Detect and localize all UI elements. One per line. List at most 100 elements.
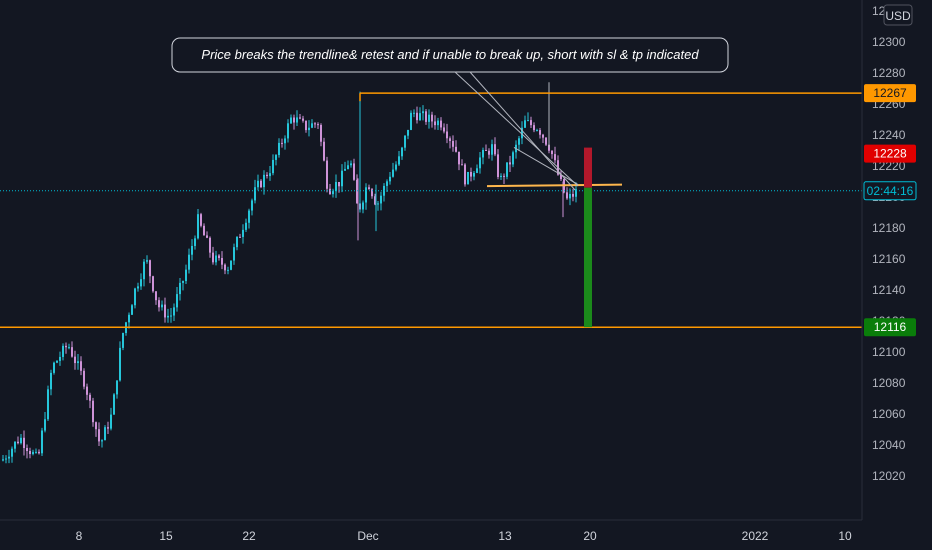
stop-loss-price-tag-box	[864, 144, 916, 163]
candle-body	[5, 458, 7, 460]
candle-body	[275, 155, 277, 160]
candle-body	[542, 134, 544, 138]
candle-body	[308, 127, 310, 131]
candle-body	[488, 150, 490, 155]
take-profit-zone	[584, 187, 592, 328]
candle-body	[92, 400, 94, 423]
candle-body	[530, 120, 532, 126]
candle-body	[23, 437, 25, 448]
candle-body	[89, 394, 91, 401]
x-tick-label: 8	[76, 529, 83, 543]
y-tick-label: 12300	[872, 35, 906, 49]
candle-body	[404, 135, 406, 148]
y-tick-label: 12280	[872, 66, 906, 80]
candle-body	[407, 129, 409, 136]
candle-body	[113, 394, 115, 415]
candle-body	[140, 279, 142, 287]
candle-body	[332, 191, 334, 195]
candle-body	[566, 192, 568, 199]
x-tick-label: 10	[838, 529, 852, 543]
candle-body	[374, 196, 376, 205]
candle-body	[167, 315, 169, 318]
resistance-price-tag-box	[864, 84, 916, 103]
y-tick-label: 12100	[872, 345, 906, 359]
candle-body	[290, 117, 292, 124]
candle-body	[287, 123, 289, 139]
candle-body	[188, 254, 190, 270]
y-tick-label: 12240	[872, 128, 906, 142]
y-tick-label: 12160	[872, 252, 906, 266]
candle-body	[221, 258, 223, 265]
candle-body	[377, 203, 379, 205]
trendline	[513, 146, 579, 186]
candle-body	[281, 142, 283, 144]
candle-body	[14, 441, 16, 449]
candle-body	[554, 154, 556, 161]
candle-body	[356, 179, 358, 204]
candle-body	[8, 456, 10, 459]
candle-body	[20, 437, 22, 444]
candle-body	[176, 294, 178, 308]
candle-body	[143, 261, 145, 280]
candle-body	[158, 300, 160, 308]
candle-body	[317, 124, 319, 126]
candle-body	[224, 264, 226, 271]
candle-body	[101, 440, 103, 442]
candle-body	[476, 168, 478, 173]
candle-body	[59, 356, 61, 361]
candle-body	[80, 361, 82, 371]
candle-body	[248, 210, 250, 223]
candle-body	[68, 347, 70, 349]
candle-body	[512, 152, 514, 165]
candle-body	[110, 414, 112, 429]
candle-body	[416, 112, 418, 121]
candle-body	[431, 114, 433, 122]
candle-body	[443, 127, 445, 132]
candle-body	[338, 181, 340, 187]
time-axis[interactable]: 8 15 22 Dec 13 20 2022 10	[76, 529, 852, 543]
candle-body	[2, 459, 4, 461]
candle-body	[62, 345, 64, 357]
candle-body	[527, 120, 529, 122]
candle-body	[50, 372, 52, 390]
candle-body	[320, 124, 322, 142]
y-tick-label: 12020	[872, 469, 906, 483]
candle-body	[302, 118, 304, 121]
candle-body	[569, 193, 571, 199]
candle-body	[260, 180, 262, 188]
candle-body	[440, 120, 442, 128]
candle-body	[236, 236, 238, 248]
candle-body	[455, 146, 457, 152]
levels-layer	[0, 92, 862, 328]
candle-body	[305, 120, 307, 131]
candle-body	[164, 304, 166, 318]
candle-body	[134, 288, 136, 306]
currency-badge[interactable]: USD	[883, 4, 913, 26]
candle-body	[263, 174, 265, 188]
annotation-pointer	[469, 71, 576, 191]
candle-body	[119, 347, 121, 381]
y-tick-label: 12060	[872, 407, 906, 421]
candle-body	[392, 169, 394, 177]
candle-body	[479, 157, 481, 169]
candle-body	[278, 142, 280, 156]
candle-body	[398, 156, 400, 165]
candle-body	[500, 175, 502, 177]
candle-body	[254, 187, 256, 201]
candle-body	[47, 389, 49, 420]
price-tags: 12267 12228 02:44:16 12116	[863, 84, 917, 337]
candle-body	[155, 291, 157, 301]
candle-body	[251, 200, 253, 211]
x-tick-label: 15	[159, 529, 173, 543]
candle-body	[362, 202, 364, 210]
candle-body	[464, 164, 466, 185]
candle-body	[173, 307, 175, 316]
trade-setup-layer	[584, 147, 592, 328]
candle-body	[380, 195, 382, 204]
candle-body	[29, 450, 31, 455]
candle-body	[353, 163, 355, 180]
candle-body	[350, 163, 352, 166]
candle-body	[239, 236, 241, 238]
